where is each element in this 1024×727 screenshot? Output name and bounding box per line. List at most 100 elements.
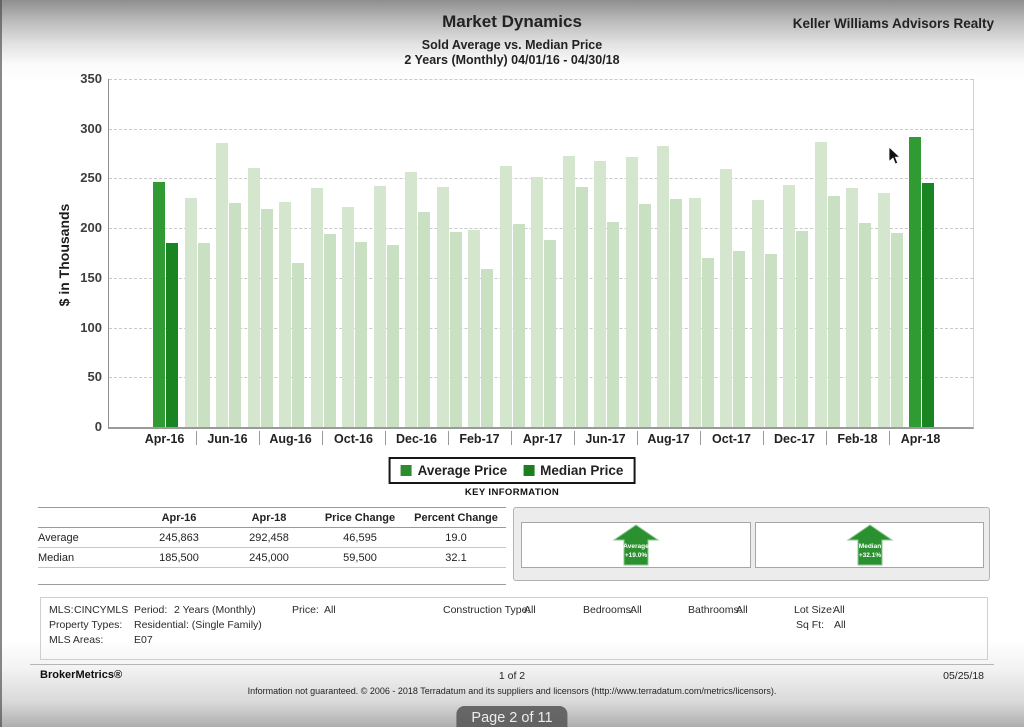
y-axis-title: $ in Thousands (56, 203, 72, 307)
average-price-bar (814, 142, 827, 427)
average-price-bar (909, 137, 921, 427)
filter-value: All (630, 604, 642, 616)
report-page-number: 1 of 2 (498, 670, 526, 682)
average-price-bar (720, 169, 732, 427)
table-cell: 245,000 (224, 548, 314, 568)
key-information-heading: KEY INFORMATION (464, 487, 560, 498)
frame-edge (0, 0, 2, 727)
table-header-cell: Apr-16 (134, 507, 224, 528)
x-tick-label: Oct-16 (334, 432, 373, 446)
plot-area (108, 79, 974, 429)
x-tick-separator (259, 431, 260, 445)
gridline (109, 128, 973, 130)
filter-value: 2 Years (Monthly) (174, 604, 256, 616)
median-price-bar (229, 203, 241, 427)
x-tick-label: Apr-17 (522, 432, 563, 446)
y-tick-label: 350 (80, 71, 102, 86)
filter-value: All (524, 604, 536, 616)
indicator-panel: Average +19.0% Median +32.1% (513, 507, 990, 581)
filter-value: All (833, 604, 845, 616)
chart-subtitle: Sold Average vs. Median Price (421, 38, 603, 52)
report-date: 05/25/18 (943, 670, 984, 682)
table-header-cell: Price Change (314, 507, 406, 528)
table-header-cell: Percent Change (406, 507, 506, 528)
up-arrow-icon: Median +32.1% (845, 524, 894, 566)
x-tick-separator (637, 431, 638, 445)
x-tick-separator (700, 431, 701, 445)
average-price-bar (436, 187, 449, 427)
median-price-bar (481, 269, 493, 427)
average-price-bar (310, 188, 323, 427)
gridline (109, 79, 973, 80)
average-price-bar (247, 168, 260, 427)
filter-label: Sq Ft: (796, 619, 825, 631)
x-tick-separator (763, 431, 764, 445)
indicator-label: Average (623, 543, 649, 550)
indicator-change: +19.0% (625, 552, 647, 559)
legend-label: Median Price (540, 463, 624, 478)
median-price-bar (355, 242, 367, 427)
median-price-bar (733, 251, 745, 427)
x-tick-separator (826, 431, 827, 445)
filter-label: Property Types: (49, 619, 123, 631)
average-price-bar (468, 230, 480, 427)
indicator-label: Median (858, 543, 880, 550)
median-price-bar (418, 212, 430, 427)
table-header-cell: Apr-18 (224, 507, 314, 528)
x-tick-separator (889, 431, 890, 445)
filter-value: Residential: (Single Family) (134, 619, 262, 631)
median-price-bar (292, 263, 304, 427)
average-price-bar (877, 193, 890, 427)
average-price-bar (625, 157, 638, 427)
filter-label: MLS Areas: (49, 634, 104, 646)
brand: BrokerMetrics® (40, 669, 123, 681)
x-tick-separator (574, 431, 575, 445)
median-price-bar (386, 245, 399, 427)
filter-label: Construction Type: (443, 604, 531, 616)
x-tick-label: Jun-17 (585, 432, 626, 446)
median-price-bar (197, 243, 210, 427)
legend-label: Average Price (417, 463, 508, 478)
x-tick-label: Jun-16 (207, 432, 248, 446)
table-row-label: Median (38, 548, 134, 568)
x-tick-label: Dec-17 (774, 432, 815, 446)
legend-item: Median Price (523, 463, 623, 478)
average-price-bar (562, 156, 575, 427)
up-arrow-icon: Average +19.0% (612, 524, 660, 566)
filter-label: Period: (134, 604, 168, 616)
median-price-bar (859, 223, 871, 427)
table-cell: 245,863 (134, 528, 224, 548)
table-cell: 19.0 (406, 528, 506, 548)
x-tick-separator (322, 431, 323, 445)
mouse-cursor-icon (888, 146, 902, 165)
legend-swatch-icon (400, 465, 412, 476)
median-price-bar (796, 231, 808, 427)
filter-label: Bedrooms: (583, 604, 634, 616)
x-tick-label: Apr-16 (144, 432, 185, 446)
average-price-bar (531, 177, 543, 427)
average-price-bar (153, 182, 165, 427)
footer-rule (30, 664, 994, 665)
median-price-bar (260, 209, 273, 427)
median-price-bar (449, 232, 462, 427)
average-price-bar (216, 143, 228, 427)
table-cell: 46,595 (314, 528, 406, 548)
average-price-bar (846, 188, 858, 427)
table-row-label: Average (38, 528, 134, 548)
filter-value: CINCYMLS (74, 604, 129, 616)
x-tick-label: Dec-16 (396, 432, 437, 446)
average-price-bar (279, 202, 291, 427)
median-price-bar (764, 254, 777, 427)
indicator-cell: Median +32.1% (755, 522, 984, 568)
video-page-indicator: Page 2 of 11 (456, 706, 568, 727)
table-cell: 59,500 (314, 548, 406, 568)
chart-period: 2 Years (Monthly) 04/01/16 - 04/30/18 (404, 53, 620, 67)
average-price-bar (499, 166, 512, 427)
x-tick-label: Aug-16 (269, 432, 312, 446)
legend: Average Price Median Price (388, 457, 636, 484)
filter-value: All (324, 604, 336, 616)
legend-swatch-icon (523, 465, 535, 476)
median-price-bar (607, 222, 619, 427)
median-price-bar (512, 224, 525, 427)
